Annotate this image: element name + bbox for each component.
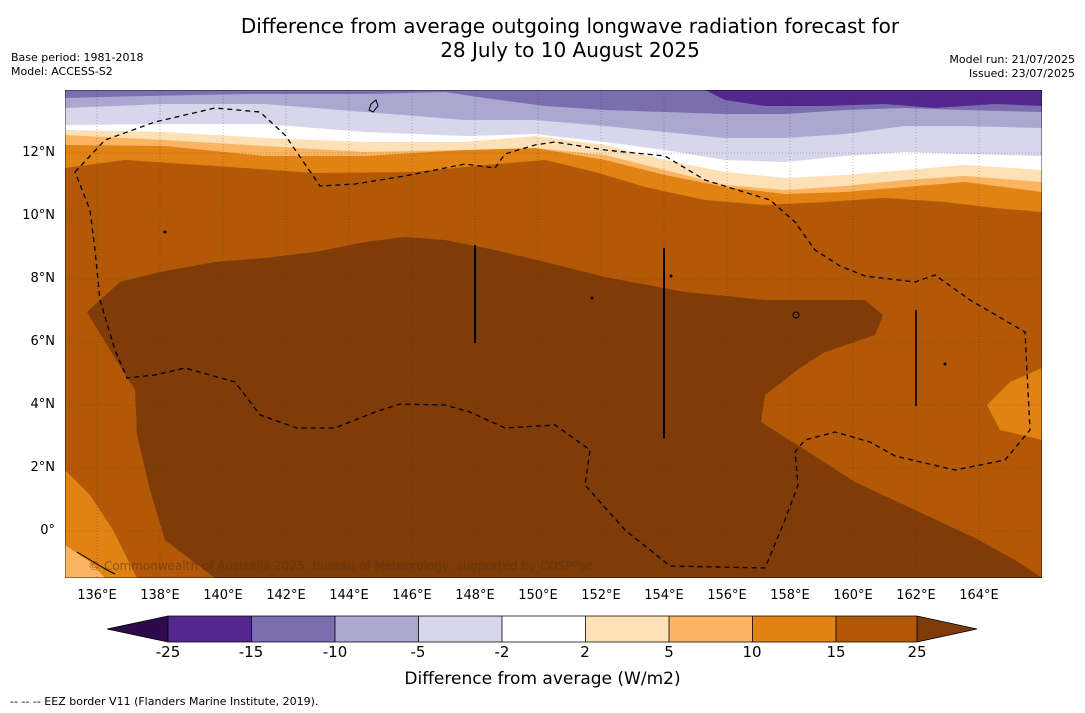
lon-label-156e: 156°E — [707, 588, 747, 603]
lon-label-154e: 154°E — [644, 588, 684, 603]
lon-label-150e: 150°E — [518, 588, 558, 603]
colorbar-swatch-4 — [418, 616, 502, 642]
field-15-to-25 — [87, 237, 1042, 578]
colorbar-tick-5: -2 — [494, 643, 510, 661]
colorbar-swatch-1 — [168, 616, 252, 642]
colorbar-swatch-7 — [669, 616, 753, 642]
map-title: Difference from average outgoing longwav… — [120, 14, 1020, 62]
colorbar-tick-4: -5 — [410, 643, 426, 661]
colorbar-label: Difference from average (W/m2) — [404, 669, 681, 689]
coastline-southwest — [76, 551, 116, 575]
colorbar-swatch-6 — [585, 616, 669, 642]
lat-label-6n: 6°N — [30, 334, 56, 349]
eez-border — [74, 107, 1031, 569]
island-small-1 — [163, 230, 167, 234]
colorbar-tick-10: 25 — [907, 643, 927, 661]
model-run: Model run: 21/07/2025 — [949, 53, 1075, 66]
lon-label-148e: 148°E — [455, 588, 495, 603]
lon-label-146e: 146°E — [392, 588, 432, 603]
copyright-notice: © Commonwealth of Australia 2025, Bureau… — [88, 559, 594, 573]
colorbar-swatch-8 — [752, 616, 836, 642]
island-small-3 — [669, 274, 673, 278]
field-2-to-5-southwest — [65, 545, 105, 578]
lon-label-162e: 162°E — [896, 588, 936, 603]
island-small-4 — [943, 362, 947, 366]
colorbar-tick-8: 10 — [742, 643, 762, 661]
lon-label-158e: 158°E — [770, 588, 810, 603]
field-5-to-10-southwest — [65, 470, 137, 578]
island-pohnpei — [792, 311, 800, 319]
colorbar-tick-1: -25 — [155, 643, 181, 661]
colorbar-swatch-9 — [836, 616, 917, 642]
lat-label-2n: 2°N — [30, 460, 56, 475]
lon-label-152e: 152°E — [581, 588, 621, 603]
colorbar-swatch-3 — [335, 616, 419, 642]
lon-label-144e: 144°E — [329, 588, 369, 603]
meta-left: Base period: 1981-2018 Model: ACCESS-S2 — [11, 51, 143, 79]
island-small-2 — [590, 296, 594, 300]
lon-label-160e: 160°E — [833, 588, 873, 603]
title-line-1: Difference from average outgoing longwav… — [240, 14, 900, 38]
colorbar-swatch-2 — [251, 616, 335, 642]
base-period: Base period: 1981-2018 — [11, 51, 144, 64]
lat-label-0: 0° — [40, 523, 55, 538]
olr-anomaly-map — [65, 90, 1042, 578]
eez-footnote: -- -- -- EEZ border V11 (Flanders Marine… — [10, 695, 319, 708]
colorbar-below-min — [107, 616, 168, 642]
colorbar-swatch-5 — [502, 616, 586, 642]
colorbar-above-max — [917, 616, 977, 642]
meta-right: Model run: 21/07/2025 Issued: 23/07/2025 — [949, 53, 1075, 81]
lat-label-4n: 4°N — [30, 397, 56, 412]
title-line-2: 28 July to 10 August 2025 — [440, 38, 700, 62]
colorbar — [107, 615, 978, 643]
colorbar-tick-2: -15 — [238, 643, 264, 661]
colorbar-tick-6: 2 — [580, 643, 590, 661]
map-area[interactable] — [65, 90, 1042, 578]
lat-label-10n: 10°N — [22, 208, 55, 223]
issued-date: Issued: 23/07/2025 — [968, 67, 1075, 80]
lon-label-140e: 140°E — [203, 588, 243, 603]
graticule — [65, 90, 1042, 578]
lon-label-138e: 138°E — [140, 588, 180, 603]
colorbar-tick-9: 15 — [826, 643, 846, 661]
model-name: Model: ACCESS-S2 — [11, 65, 113, 78]
lon-label-142e: 142°E — [266, 588, 306, 603]
island-guam — [368, 99, 379, 113]
lat-label-8n: 8°N — [30, 271, 56, 286]
colorbar-tick-7: 5 — [664, 643, 674, 661]
colorbar-tick-3: -10 — [322, 643, 348, 661]
field-minus25-to-minus15 — [705, 90, 1042, 108]
lon-label-136e: 136°E — [77, 588, 117, 603]
lat-label-12n: 12°N — [22, 145, 55, 160]
lon-label-164e: 164°E — [959, 588, 999, 603]
